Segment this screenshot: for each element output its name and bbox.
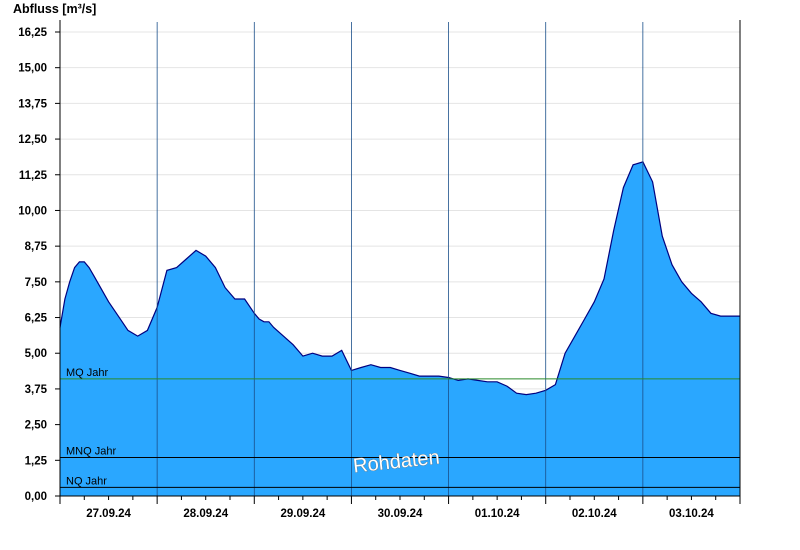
y-tick-label: 12,50 <box>18 134 47 146</box>
y-tick-label: 1,25 <box>25 455 48 467</box>
x-tick-label: 30.09.24 <box>378 508 423 520</box>
axes: 0,00 1,25 2,50 3,75 5,00 6,25 7,50 8,75 10,00 11,… <box>18 20 741 520</box>
reference-lines: MQ Jahr MNQ Jahr NQ Jahr <box>60 367 740 488</box>
y-tick-label: 5,00 <box>25 348 47 360</box>
y-tick-label: 6,25 <box>25 313 48 325</box>
x-tick-label: 01.10.24 <box>475 508 520 520</box>
day-separators <box>156 22 644 496</box>
y-tick-label: 11,25 <box>19 170 48 182</box>
y-tick-label: 3,75 <box>25 384 48 396</box>
y-tick-label: 10,00 <box>18 205 47 217</box>
watermark-rohdaten: Rohdaten <box>352 447 441 478</box>
discharge-line <box>59 161 740 396</box>
x-tick-label: 28.09.24 <box>183 508 228 520</box>
reference-line-label: NQ Jahr <box>66 475 107 487</box>
y-tick-label: 2,50 <box>25 420 47 432</box>
y-tick-label: 15,00 <box>18 63 47 75</box>
x-tick-label: 27.09.24 <box>86 508 131 520</box>
x-tick-label: 03.10.24 <box>669 508 714 520</box>
x-tick-label: 29.09.24 <box>280 508 325 520</box>
y-axis-title: Abfluss [m³/s] <box>13 2 96 16</box>
x-tick-label: 02.10.24 <box>572 508 617 520</box>
discharge-area <box>60 161 740 496</box>
y-tick-label: 13,75 <box>18 98 47 110</box>
area-layer <box>59 161 740 496</box>
y-tick-label: 7,50 <box>25 277 47 289</box>
reference-line-label: MQ Jahr <box>66 367 109 379</box>
y-tick-label: 8,75 <box>25 241 48 253</box>
y-tick-label: 0,00 <box>25 491 47 503</box>
reference-line-label: MNQ Jahr <box>66 445 116 457</box>
y-tick-label: 16,25 <box>18 27 47 39</box>
